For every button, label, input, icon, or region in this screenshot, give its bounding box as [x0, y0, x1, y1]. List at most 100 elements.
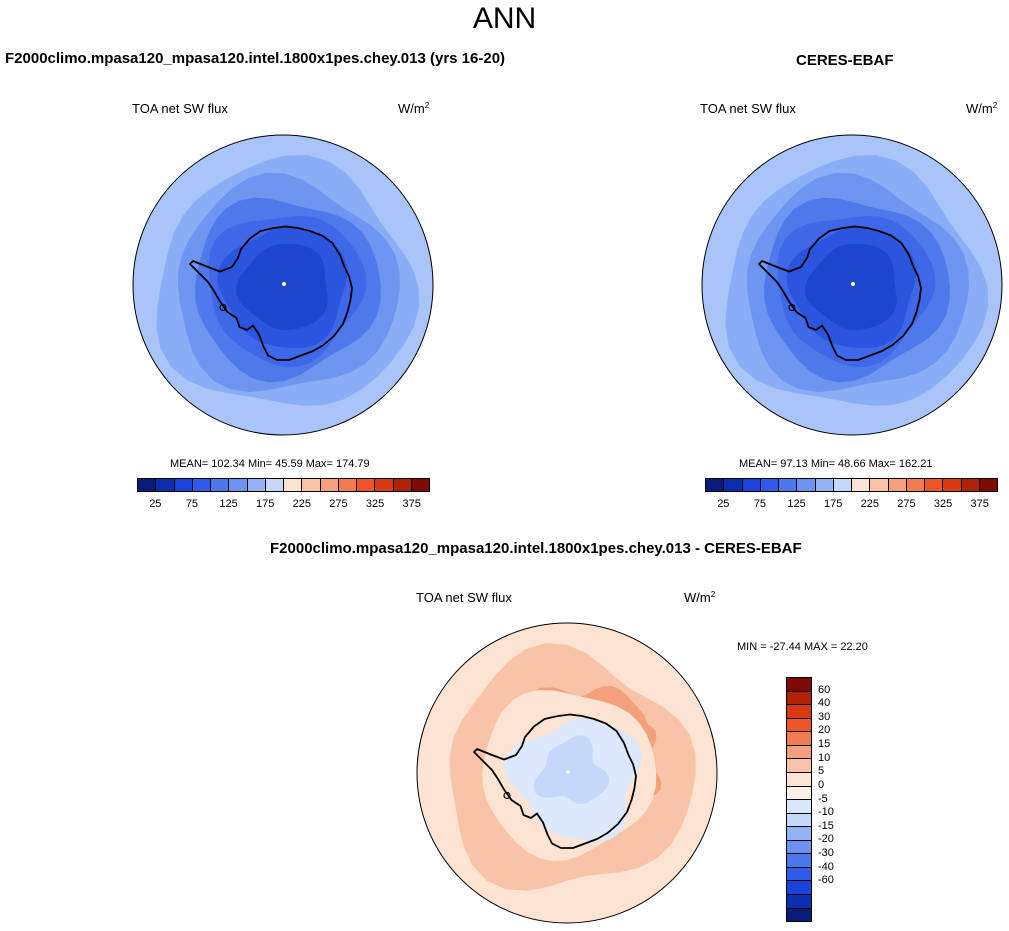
colorbar-tick-label: 0: [818, 778, 825, 791]
colorbar-swatch: [787, 732, 811, 746]
map-border: [416, 622, 718, 924]
colorbar-swatch: [787, 827, 811, 841]
colorbar-swatch: [943, 479, 962, 491]
diff-colorbar: [786, 677, 812, 922]
colorbar-swatch: [138, 479, 157, 491]
colorbar-swatch: [787, 908, 811, 922]
antarctica-coastline: [189, 225, 353, 361]
colorbar-swatch: [852, 479, 871, 491]
map-border: [701, 134, 1003, 436]
colorbar-swatch: [247, 479, 266, 491]
colorbar-tick-label: 325: [933, 498, 953, 510]
colorbar-swatch: [787, 691, 811, 706]
colorbar-swatch: [787, 813, 811, 828]
colorbar-swatch: [742, 479, 761, 491]
colorbar-swatch: [787, 800, 811, 814]
colorbar-tick-label: -5: [818, 792, 828, 805]
colorbar-tick-label: -60: [818, 874, 834, 887]
antarctica-coastline: [473, 713, 637, 849]
pole-marker: [851, 282, 855, 286]
colorbar-swatch: [925, 479, 944, 491]
colorbar-swatch: [320, 479, 339, 491]
model-polar-map: [132, 134, 434, 436]
colorbar-swatch: [302, 479, 321, 491]
colorbar-swatch: [284, 479, 303, 491]
colorbar-tick-label: 325: [365, 498, 385, 510]
obs-colorbar: [705, 478, 998, 492]
pole-marker: [566, 770, 570, 774]
contour-band: [236, 243, 328, 331]
colorbar-swatch: [375, 479, 394, 491]
contour-band: [805, 243, 897, 331]
colorbar-swatch: [787, 772, 811, 787]
model-stats: MEAN= 102.34 Min= 45.59 Max= 174.79: [170, 458, 370, 470]
colorbar-tick-label: -10: [818, 806, 834, 819]
colorbar-swatch: [833, 479, 852, 491]
model-colorbar-ticks: 25 75 125 175 225 275 325 375: [137, 498, 430, 512]
colorbar-swatch: [787, 705, 811, 719]
colorbar-tick-label: 375: [970, 498, 989, 510]
obs-stats: MEAN= 97.13 Min= 48.66 Max= 162.21: [739, 458, 933, 470]
diff-polar-map: [416, 622, 718, 924]
colorbar-swatch: [787, 759, 811, 773]
colorbar-tick-label: 375: [402, 498, 421, 510]
colorbar-tick-label: -40: [818, 860, 834, 873]
colorbar-tick-label: 225: [292, 498, 311, 510]
colorbar-swatch: [787, 840, 811, 855]
colorbar-swatch: [906, 479, 925, 491]
colorbar-swatch: [815, 479, 834, 491]
model-units-label: W/m2: [398, 101, 430, 116]
colorbar-tick-label: -15: [818, 819, 834, 832]
colorbar-swatch: [706, 479, 725, 491]
colorbar-tick-label: 5: [818, 765, 825, 778]
figure-title: ANN: [472, 2, 537, 35]
colorbar-tick-label: 75: [185, 498, 199, 510]
colorbar-tick-label: 15: [818, 738, 831, 751]
colorbar-tick-label: 175: [824, 498, 843, 510]
contour-band: [533, 735, 610, 804]
island-outline: [503, 791, 511, 800]
colorbar-swatch: [724, 479, 743, 491]
colorbar-swatch: [787, 786, 811, 801]
model-panel-title: F2000climo.mpasa120_mpasa120.intel.1800x…: [5, 50, 506, 67]
colorbar-tick-label: 40: [818, 697, 831, 710]
colorbar-swatch: [787, 678, 811, 692]
colorbar-tick-label: -20: [818, 833, 834, 846]
colorbar-tick-label: -30: [818, 846, 834, 859]
colorbar-swatch: [393, 479, 412, 491]
colorbar-tick-label: 125: [219, 498, 238, 510]
diff-units-label: W/m2: [684, 590, 716, 605]
island-outline: [788, 303, 796, 312]
diff-colorbar-ticks: 60 40 30 20 15 10 5 0 -5 -10 -15 -20 -30 -40 -60: [818, 677, 858, 922]
colorbar-swatch: [338, 479, 357, 491]
map-border: [132, 134, 434, 436]
colorbar-tick-label: 175: [256, 498, 275, 510]
colorbar-swatch: [411, 479, 429, 491]
obs-colorbar-ticks: 25 75 125 175 225 275 325 375: [705, 498, 998, 512]
island-outline: [219, 303, 227, 312]
colorbar-tick-label: 75: [753, 498, 767, 510]
antarctica-coastline: [758, 225, 922, 361]
colorbar-swatch: [760, 479, 779, 491]
colorbar-tick-label: 275: [329, 498, 348, 510]
colorbar-tick-label: 10: [818, 751, 831, 764]
pole-marker: [282, 282, 286, 286]
obs-panel-title: CERES-EBAF: [796, 52, 894, 69]
obs-polar-map: [701, 134, 1003, 436]
diff-stats: MIN = -27.44 MAX = 22.20: [737, 641, 868, 653]
colorbar-swatch: [265, 479, 284, 491]
colorbar-swatch: [156, 479, 175, 491]
colorbar-tick-label: 275: [897, 498, 916, 510]
colorbar-swatch: [797, 479, 816, 491]
obs-field-label: TOA net SW flux: [700, 101, 796, 116]
colorbar-tick-label: 25: [149, 498, 162, 510]
colorbar-swatch: [787, 895, 811, 909]
diff-panel-title: F2000climo.mpasa120_mpasa120.intel.1800x…: [270, 540, 802, 557]
diff-field-label: TOA net SW flux: [416, 590, 512, 605]
colorbar-swatch: [979, 479, 997, 491]
colorbar-swatch: [787, 867, 811, 882]
model-colorbar: [137, 478, 430, 492]
colorbar-swatch: [870, 479, 889, 491]
colorbar-swatch: [961, 479, 980, 491]
colorbar-swatch: [787, 854, 811, 868]
